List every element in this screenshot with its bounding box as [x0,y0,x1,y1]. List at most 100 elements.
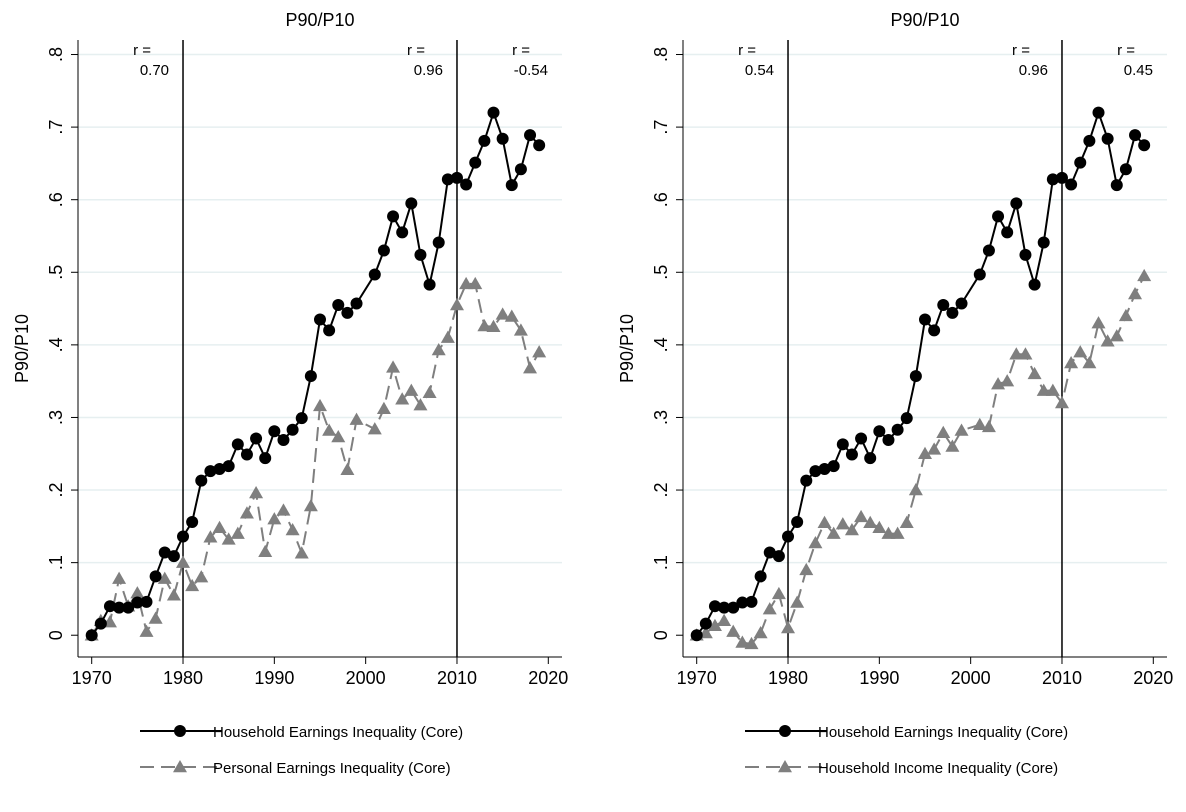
marker [122,601,135,614]
marker [340,462,355,475]
marker [477,318,492,332]
marker [157,571,172,584]
y-tick-label: .7 [651,120,671,135]
legend-marker [174,725,186,737]
x-tick-label: 1980 [163,668,203,688]
y-tick-label: .1 [651,555,671,570]
annotation-label: r = [133,42,151,59]
marker [744,636,759,650]
y-tick-label: .3 [46,410,66,425]
marker [855,432,868,445]
y-tick-label: .6 [651,192,671,207]
marker [103,600,116,613]
marker [331,430,346,443]
marker [781,620,796,634]
marker [303,499,318,512]
marker [708,600,721,613]
marker [817,515,832,528]
annotation-label: r = [738,42,756,59]
marker [763,546,776,559]
marker [140,595,153,608]
marker [314,313,326,326]
y-tick-label: .8 [46,47,66,62]
x-tick-label: 2010 [1042,668,1082,688]
marker [762,602,777,615]
marker [250,432,263,445]
marker [267,512,282,525]
marker [882,433,895,446]
marker [735,635,750,648]
marker [992,210,1005,223]
marker [881,526,896,539]
y-tick-label: 0 [46,630,66,640]
marker [259,452,272,465]
marker [158,546,171,559]
marker [148,611,163,624]
marker [727,601,740,614]
marker [459,276,474,290]
marker [478,134,491,147]
marker [717,613,732,626]
y-tick-label: .2 [46,483,66,498]
marker [864,452,877,465]
marker [1019,248,1032,261]
marker [514,163,527,176]
marker [1119,163,1132,176]
marker [350,297,363,310]
annotation-value: 0.70 [140,62,169,79]
marker [800,474,813,487]
marker [827,460,840,473]
marker [176,555,191,568]
annotation-value: 0.96 [1019,62,1048,79]
marker [844,522,859,536]
marker [304,370,317,383]
marker [94,617,107,630]
x-tick-label: 2000 [951,668,991,688]
marker [790,595,805,608]
marker [1073,345,1088,358]
marker [699,617,712,630]
marker [936,425,951,438]
x-tick-label: 1970 [72,668,112,688]
marker [166,588,181,601]
marker [495,307,510,320]
marker [204,465,217,478]
series-line [696,275,1146,646]
x-tick-label: 1990 [859,668,899,688]
marker [909,370,922,383]
marker [185,578,200,592]
marker [1028,278,1041,291]
annotation-value: 0.54 [745,62,774,79]
marker [268,425,281,438]
legend-label: Personal Earnings Inequality (Core) [213,760,451,777]
marker [295,412,308,425]
marker [835,517,850,530]
marker [276,503,291,516]
marker [441,173,454,186]
marker [460,178,473,191]
marker [423,278,436,291]
y-tick-label: 0 [651,630,671,640]
marker [1092,106,1105,119]
marker [239,506,254,519]
marker [294,546,309,559]
marker [523,361,538,374]
marker [212,520,227,534]
marker [1010,197,1023,210]
marker [532,345,547,358]
marker [1100,334,1115,347]
marker [167,550,180,563]
marker [973,268,986,281]
marker [313,398,327,412]
marker [726,624,741,637]
marker [1027,366,1042,380]
marker [1082,356,1097,369]
annotation-value: -0.54 [514,62,548,79]
marker [513,323,528,336]
annotation-label: r = [1012,42,1030,59]
legend-label: Household Earnings Inequality (Core) [213,724,463,741]
marker [1083,134,1096,147]
marker [771,586,786,600]
marker [753,626,768,639]
marker [945,439,960,452]
